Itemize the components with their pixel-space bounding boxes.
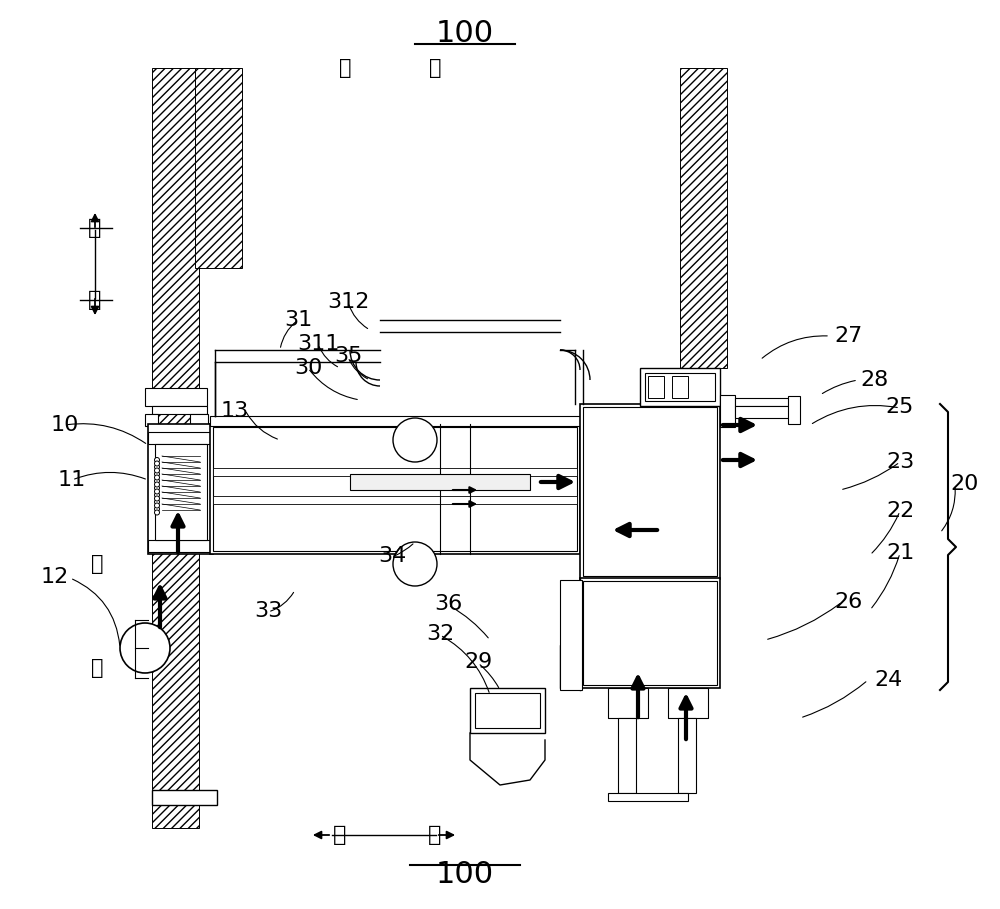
Bar: [145, 414, 158, 426]
Bar: [152, 406, 207, 414]
Text: 100: 100: [436, 860, 494, 889]
Text: 25: 25: [886, 397, 914, 417]
Bar: [788, 396, 800, 424]
Bar: [532, 432, 574, 482]
Bar: [672, 376, 688, 398]
Bar: [213, 496, 577, 504]
Bar: [580, 578, 720, 688]
Text: 34: 34: [378, 546, 406, 566]
Circle shape: [393, 542, 437, 586]
Circle shape: [154, 464, 160, 470]
Circle shape: [154, 475, 160, 480]
Bar: [155, 432, 207, 450]
Text: 27: 27: [834, 326, 862, 346]
Text: 311: 311: [297, 334, 339, 354]
Text: 20: 20: [951, 474, 979, 494]
Text: 100: 100: [436, 18, 494, 47]
Bar: [735, 406, 795, 418]
Bar: [145, 388, 207, 406]
Text: 24: 24: [874, 670, 902, 690]
Circle shape: [154, 496, 160, 501]
Bar: [583, 581, 717, 685]
Bar: [735, 398, 795, 406]
Text: 21: 21: [886, 543, 914, 563]
Text: 31: 31: [284, 310, 312, 330]
Text: 36: 36: [434, 594, 462, 614]
Circle shape: [154, 472, 160, 476]
Text: 22: 22: [886, 501, 914, 521]
Text: 下: 下: [91, 554, 103, 574]
Bar: [560, 580, 582, 690]
Bar: [155, 444, 207, 540]
Bar: [148, 424, 213, 554]
Circle shape: [393, 418, 437, 462]
Text: 33: 33: [254, 601, 282, 621]
Circle shape: [154, 510, 160, 515]
Bar: [618, 718, 636, 793]
Bar: [152, 790, 217, 805]
Bar: [645, 373, 715, 401]
Bar: [688, 376, 708, 398]
Text: 上: 上: [91, 658, 103, 678]
Circle shape: [154, 468, 160, 473]
Circle shape: [154, 461, 160, 466]
Bar: [148, 432, 213, 444]
Bar: [470, 688, 545, 733]
Circle shape: [154, 493, 160, 497]
Bar: [720, 395, 735, 427]
Bar: [213, 468, 577, 476]
Bar: [152, 68, 199, 828]
Text: 12: 12: [41, 567, 69, 587]
Bar: [213, 427, 577, 551]
Text: 左: 左: [339, 58, 351, 78]
Bar: [195, 68, 242, 268]
Circle shape: [120, 623, 170, 673]
Bar: [680, 68, 727, 368]
Bar: [475, 693, 540, 728]
Bar: [608, 793, 688, 801]
Text: 30: 30: [294, 358, 322, 378]
Text: 29: 29: [464, 652, 492, 672]
Bar: [210, 424, 580, 554]
Text: 312: 312: [327, 292, 369, 312]
Text: 23: 23: [886, 452, 914, 472]
Circle shape: [154, 500, 160, 504]
Circle shape: [154, 506, 160, 512]
Circle shape: [154, 478, 160, 484]
Bar: [190, 414, 208, 426]
Circle shape: [154, 482, 160, 487]
Bar: [640, 368, 720, 406]
Bar: [350, 474, 530, 490]
Text: 32: 32: [426, 624, 454, 644]
Bar: [210, 416, 580, 426]
Bar: [583, 407, 717, 576]
Bar: [580, 404, 720, 579]
Text: 11: 11: [58, 470, 86, 490]
Circle shape: [154, 485, 160, 491]
Text: 右: 右: [428, 825, 442, 845]
Text: 28: 28: [861, 370, 889, 390]
Bar: [790, 398, 800, 422]
Bar: [608, 688, 648, 718]
Circle shape: [154, 489, 160, 494]
Text: 26: 26: [834, 592, 862, 612]
Circle shape: [154, 457, 160, 463]
Bar: [155, 522, 207, 540]
Text: 左: 左: [333, 825, 347, 845]
Text: 13: 13: [221, 401, 249, 421]
Bar: [668, 688, 708, 718]
Bar: [648, 376, 664, 398]
Bar: [678, 718, 696, 793]
Text: 右: 右: [429, 58, 441, 78]
Bar: [148, 540, 213, 552]
Text: 上: 上: [88, 218, 102, 238]
Bar: [668, 688, 708, 718]
Circle shape: [154, 503, 160, 508]
Text: 10: 10: [51, 415, 79, 435]
Text: 35: 35: [334, 346, 362, 366]
Bar: [608, 688, 648, 718]
Text: 下: 下: [88, 290, 102, 310]
